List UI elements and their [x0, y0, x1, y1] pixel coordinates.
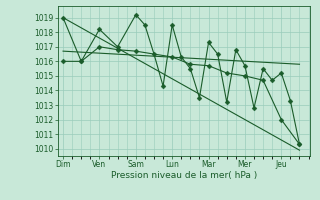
- X-axis label: Pression niveau de la mer( hPa ): Pression niveau de la mer( hPa ): [111, 171, 257, 180]
